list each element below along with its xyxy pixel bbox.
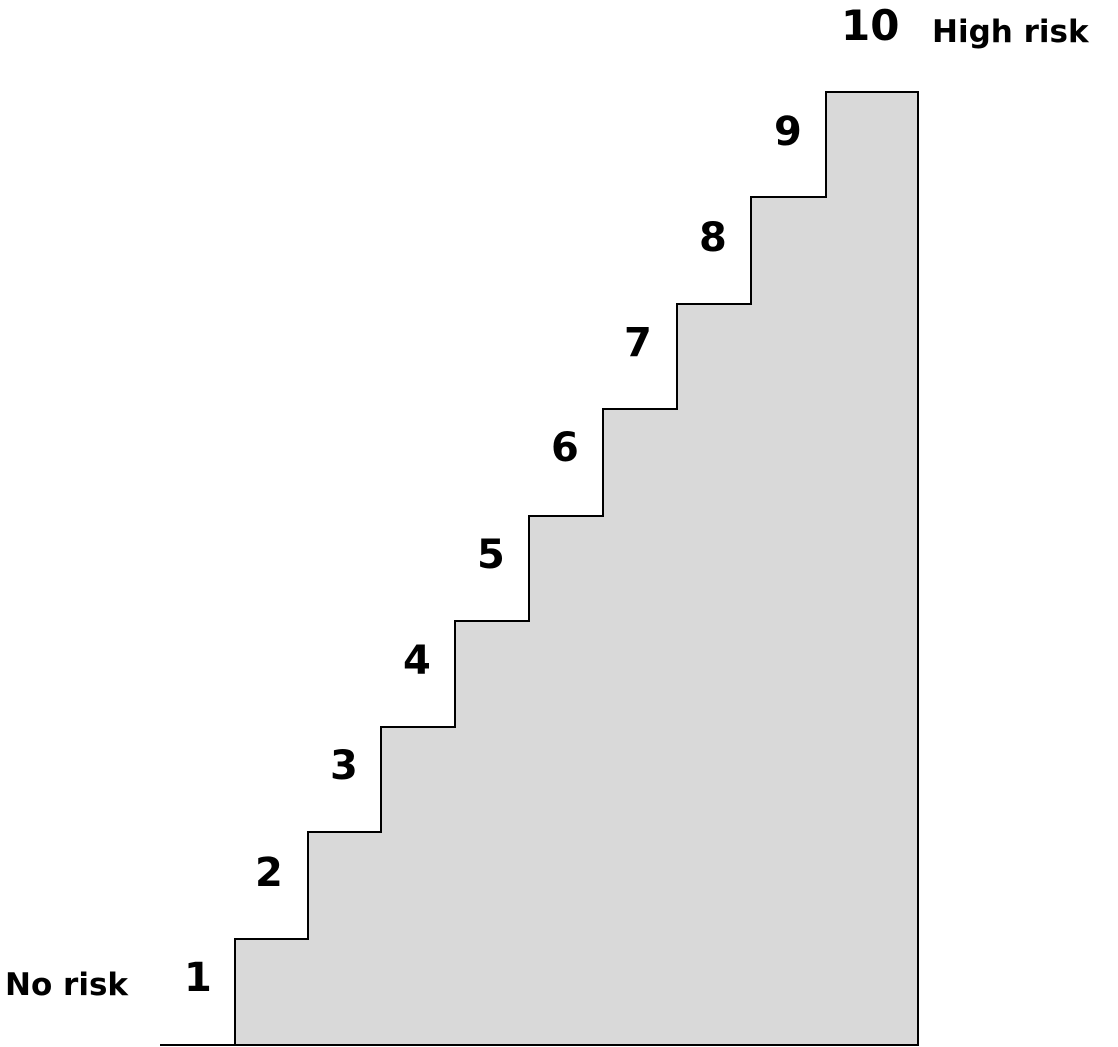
step-label-7: 7: [624, 320, 652, 366]
step-label-5: 5: [477, 532, 505, 578]
step-label-2: 2: [255, 850, 283, 896]
step-label-9: 9: [774, 109, 802, 155]
step-label-3: 3: [330, 743, 358, 789]
step-label-8: 8: [699, 215, 727, 261]
step-label-1: 1: [184, 955, 212, 1001]
step-label-6: 6: [551, 425, 579, 471]
staircase-shape: [234, 91, 919, 1046]
high-risk-label: High risk: [932, 14, 1089, 50]
step-label-4: 4: [403, 638, 431, 684]
step-label-10: 10: [841, 1, 900, 50]
no-risk-label: No risk: [5, 967, 129, 1003]
